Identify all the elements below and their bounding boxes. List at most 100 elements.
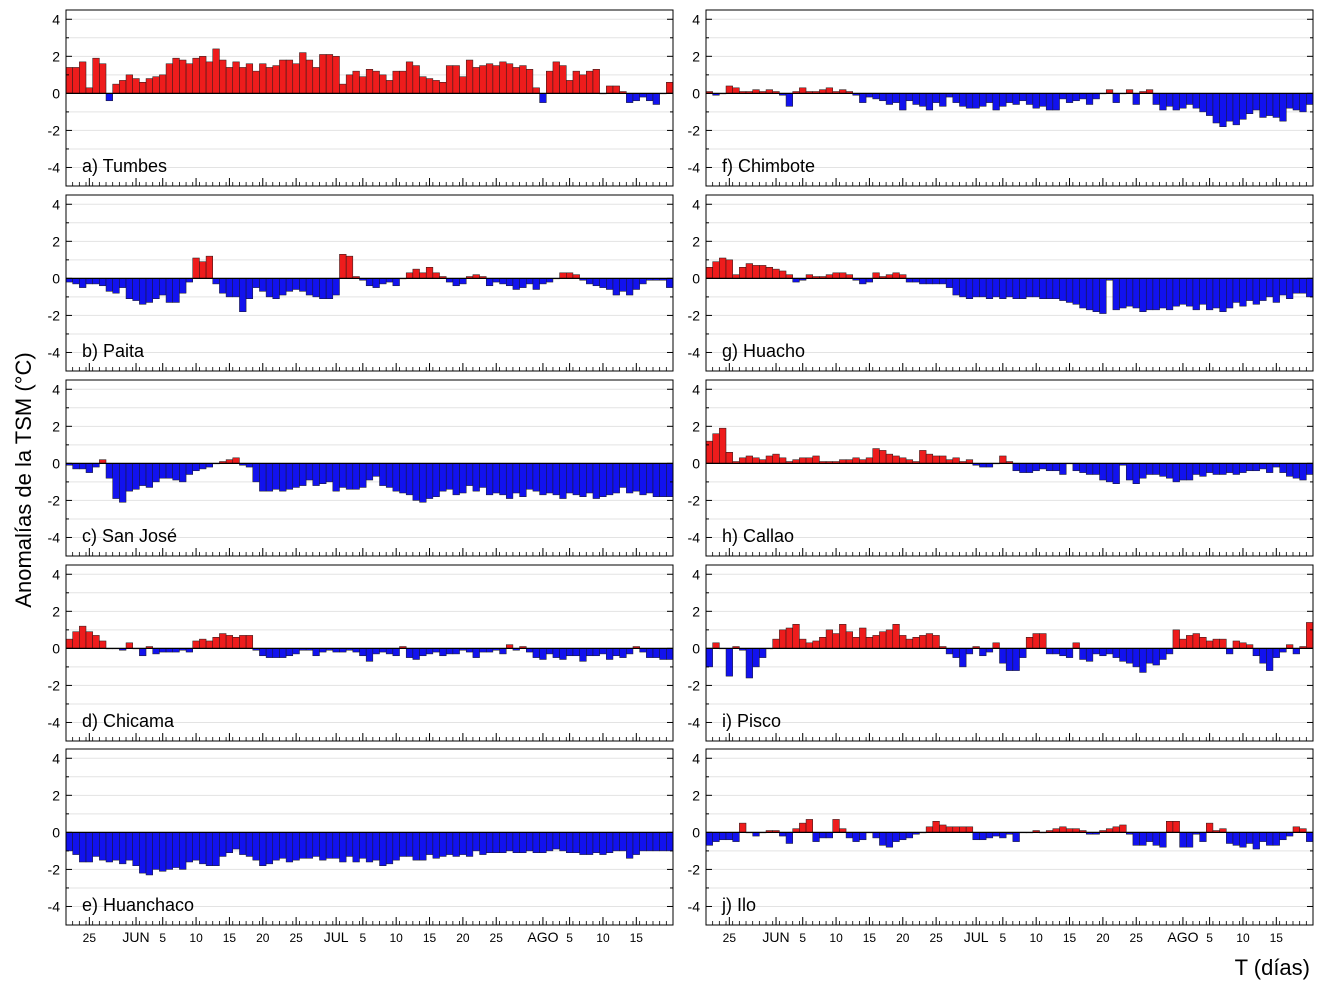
bar	[85, 463, 93, 473]
bar	[779, 270, 787, 279]
bar	[152, 463, 160, 483]
bar	[192, 57, 200, 94]
bar	[546, 832, 554, 852]
bar	[666, 82, 674, 94]
bar	[205, 255, 214, 279]
bar	[185, 832, 193, 863]
bar	[639, 832, 647, 852]
chart-panel: 4 2 0 -2 -4 f) Chimbote	[688, 9, 1314, 187]
y-tick-label: 2	[692, 233, 700, 249]
y-tick-label: -2	[688, 677, 701, 693]
bar	[725, 85, 733, 94]
bar	[532, 278, 540, 290]
bar	[1199, 278, 1207, 305]
bar	[732, 87, 740, 94]
bar	[1306, 622, 1314, 649]
y-tick-label: -4	[688, 529, 701, 545]
bar	[79, 625, 87, 649]
panel-title: d) Chicama	[82, 711, 175, 731]
bar	[1172, 629, 1180, 649]
bar	[1212, 278, 1220, 309]
bar	[1005, 278, 1014, 298]
bar	[1206, 93, 1214, 116]
bar	[1186, 463, 1194, 481]
bar	[999, 832, 1007, 839]
bar	[752, 457, 760, 464]
bar	[1092, 278, 1100, 312]
bar	[1085, 278, 1094, 311]
y-tick-label: -4	[688, 714, 701, 730]
bar	[519, 463, 527, 497]
bar	[1286, 278, 1294, 299]
bar	[279, 59, 287, 94]
bar	[452, 463, 460, 496]
bar	[452, 832, 460, 857]
bar	[1212, 93, 1220, 124]
bar	[432, 272, 440, 279]
bar	[552, 648, 560, 658]
bar	[372, 463, 380, 477]
bar	[1292, 278, 1300, 294]
bar	[1059, 278, 1067, 301]
bar	[405, 463, 414, 496]
bar	[312, 278, 320, 298]
bar	[392, 832, 400, 861]
bar	[1012, 93, 1020, 105]
bar	[752, 265, 760, 279]
bar	[1266, 832, 1274, 846]
bar	[852, 832, 860, 842]
bar	[812, 455, 820, 464]
bar	[632, 93, 640, 102]
bar	[192, 832, 200, 861]
bar	[1092, 93, 1100, 100]
bar	[606, 463, 614, 496]
bar	[325, 278, 334, 299]
bar	[1292, 463, 1300, 479]
bar	[626, 648, 634, 655]
bar	[245, 278, 254, 299]
bar	[105, 93, 113, 102]
bar	[132, 832, 140, 866]
bar	[212, 832, 220, 866]
bar	[725, 832, 733, 841]
bar	[192, 640, 200, 649]
bar	[319, 278, 327, 299]
x-tick-label: 25	[490, 931, 504, 945]
bar	[785, 93, 793, 107]
bar	[159, 463, 167, 479]
bar	[732, 832, 740, 842]
bar	[979, 93, 987, 107]
bar	[599, 278, 607, 288]
bar	[199, 832, 207, 865]
bar	[1226, 278, 1234, 309]
bar	[1192, 463, 1200, 475]
bar	[952, 278, 960, 296]
bar	[632, 278, 640, 290]
bar	[1299, 463, 1307, 481]
bar	[1259, 648, 1267, 664]
bar	[192, 463, 200, 472]
bar	[1272, 93, 1280, 118]
bar	[1272, 648, 1280, 658]
bar	[412, 268, 420, 279]
bar	[305, 463, 314, 481]
bar	[1166, 463, 1174, 479]
bar	[359, 463, 367, 488]
bar	[105, 463, 113, 479]
bar	[152, 278, 160, 299]
bar	[705, 267, 713, 279]
bar	[1179, 278, 1187, 305]
bar	[172, 57, 180, 94]
plot-frame	[705, 564, 1314, 742]
bar	[1125, 278, 1134, 307]
bar	[345, 255, 354, 279]
bar	[499, 832, 507, 853]
bar	[1152, 93, 1160, 105]
bar	[292, 648, 300, 655]
bar	[272, 648, 280, 658]
bar	[399, 832, 407, 857]
bar	[945, 648, 954, 655]
bar	[439, 82, 447, 94]
bar	[1079, 648, 1087, 660]
bar	[592, 69, 600, 94]
